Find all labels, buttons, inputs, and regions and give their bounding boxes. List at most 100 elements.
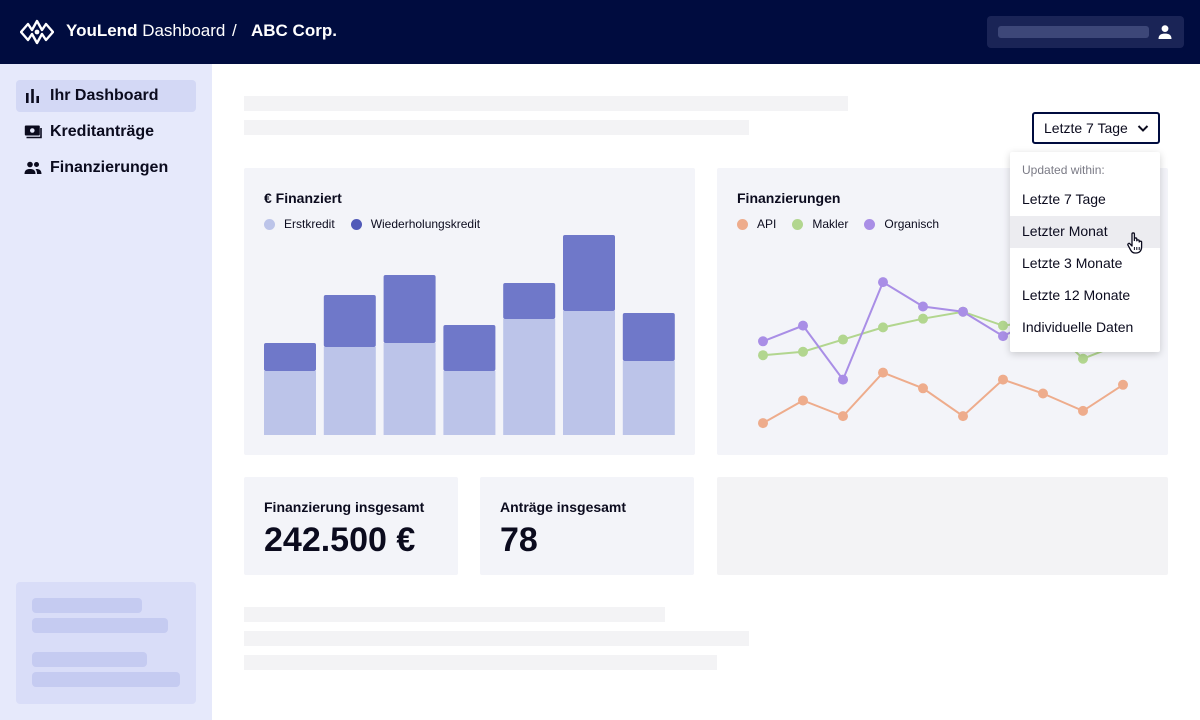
bar-wiederholungskredit [264,343,316,371]
data-point-api [998,374,1008,385]
data-point-api [798,395,808,406]
data-point-organisch [758,336,768,347]
financings-chart-title: Finanzierungen [737,190,841,206]
financings-line-chart [758,277,1128,429]
date-option-last-12-months[interactable]: Letzte 12 Monate [1010,280,1160,312]
bar-wiederholungskredit [563,235,615,311]
user-menu[interactable] [987,16,1184,48]
bar-chart-icon [26,89,39,103]
legend-item-wiederholungskredit: Wiederholungskredit [350,217,481,231]
legend-swatch [264,218,275,230]
bar-erstkredit [264,371,316,435]
brand-light: Dashboard [142,21,226,40]
data-point-api [1118,379,1128,390]
skeleton-line [244,607,665,622]
bar-erstkredit [622,361,675,435]
data-point-organisch [958,306,968,317]
user-icon [1158,25,1172,39]
data-point-makler [998,320,1008,331]
date-option-label: Individuelle Daten [1022,319,1134,335]
bar-wiederholungskredit [622,313,675,361]
breadcrumb-company[interactable]: ABC Corp. [251,21,337,40]
funded-chart-title: € Finanziert [264,190,342,206]
chevron-down-icon [1137,125,1149,132]
top-bar: YouLend Dashboard / ABC Corp. [0,0,1200,64]
financings-chart-legend: API Makler Organisch [737,217,955,231]
legend-swatch [737,218,748,230]
sidebar-item-credit-applications[interactable]: Kreditanträge [16,116,196,148]
funded-chart-legend: Erstkredit Wiederholungskredit [264,217,496,231]
data-point-makler [1078,353,1088,364]
bar-erstkredit [443,371,496,435]
youlend-logo-icon[interactable] [20,18,54,46]
data-point-organisch [838,374,848,385]
date-option-custom-dates[interactable]: Individuelle Daten [1010,312,1160,344]
data-point-api [838,411,848,422]
sidebar-item-financings[interactable]: Finanzierungen [16,152,196,184]
legend-label: API [757,217,777,231]
skeleton-line [244,631,749,646]
data-point-makler [878,322,888,333]
series-line-api [762,371,1124,424]
sidebar: Ihr Dashboard Kreditanträge Finanzierung… [0,64,212,720]
data-point-api [878,367,888,378]
data-point-organisch [878,277,888,288]
funded-chart-card: € Finanziert Erstkredit Wiederholungskre… [244,168,695,455]
cash-icon [24,125,42,139]
data-point-api [958,411,968,422]
skeleton-line [32,618,168,633]
legend-label: Wiederholungskredit [370,217,481,231]
date-option-last-3-months[interactable]: Letzte 3 Monate [1010,248,1160,280]
date-option-last-7-days[interactable]: Letzte 7 Tage [1010,184,1160,216]
sidebar-item-label: Ihr Dashboard [50,87,159,104]
data-point-api [758,418,768,429]
brand-name[interactable]: YouLend Dashboard [66,21,225,41]
data-point-makler [758,350,768,361]
date-option-last-month[interactable]: Letzter Monat [1010,216,1160,248]
legend-swatch [792,218,804,230]
bar-erstkredit [323,347,376,435]
date-option-label: Letzte 7 Tage [1022,191,1106,207]
data-point-api [918,383,928,394]
legend-label: Organisch [884,217,940,231]
data-point-makler [798,346,808,357]
bar-erstkredit [503,319,556,435]
total-applications-card: Anträge insgesamt 78 [480,477,694,575]
bar-wiederholungskredit [383,275,436,343]
data-point-api [1038,388,1048,399]
date-filter-select[interactable]: Letzte 7 Tage [1032,112,1160,144]
hand-cursor-icon [1127,232,1143,254]
bar-wiederholungskredit [323,295,376,347]
sidebar-item-dashboard[interactable]: Ihr Dashboard [16,80,196,112]
breadcrumb-separator: / [232,21,237,40]
brand-strong: YouLend [66,21,138,40]
skeleton-line [32,652,147,667]
legend-label: Erstkredit [284,217,335,231]
data-point-organisch [998,331,1008,342]
bar-erstkredit [563,311,615,435]
skeleton-line [32,672,180,687]
date-filter-value: Letzte 7 Tage [1044,120,1128,136]
total-applications-value: 78 [500,521,538,559]
legend-swatch [864,218,876,230]
people-icon [24,161,42,174]
date-option-label: Letzte 12 Monate [1022,287,1131,303]
sidebar-item-label: Finanzierungen [50,159,169,176]
legend-item-organisch: Organisch [864,217,939,231]
bar-wiederholungskredit [443,325,496,371]
bar-wiederholungskredit [503,283,556,319]
data-point-makler [918,313,928,324]
user-name-placeholder [998,26,1149,38]
date-filter-menu: Updated within: Letzte 7 Tage Letzter Mo… [1010,152,1160,352]
data-point-organisch [918,301,928,312]
data-point-organisch [798,320,808,331]
date-option-label: Letzter Monat [1022,223,1108,239]
bar-erstkredit [383,343,436,435]
skeleton-line [32,598,142,613]
sidebar-item-label: Kreditanträge [50,123,155,140]
total-applications-label: Anträge insgesamt [500,499,627,515]
legend-item-api: API [737,217,776,231]
skeleton-subtitle [244,120,749,135]
date-filter-menu-heading: Updated within: [1022,163,1105,177]
placeholder-card [717,477,1168,575]
